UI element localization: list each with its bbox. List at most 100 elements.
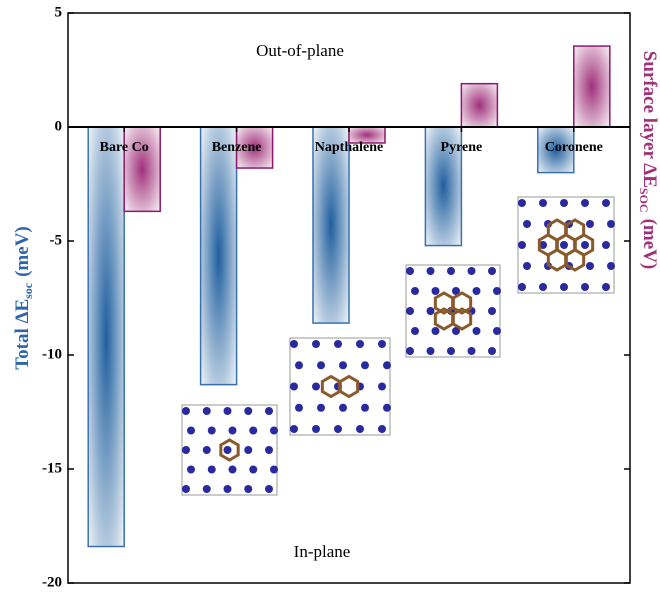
y-tick-label: -20: [42, 574, 62, 590]
atom: [224, 407, 232, 415]
structure-inset: [406, 265, 501, 357]
chart: Total ΔEsoc(meV) Surface layer ΔESOC(meV…: [0, 0, 660, 591]
atom: [406, 347, 414, 355]
atom: [244, 446, 252, 454]
atom: [586, 220, 594, 228]
atom: [488, 307, 496, 315]
atom: [411, 327, 419, 335]
atom: [607, 220, 615, 228]
atom: [488, 347, 496, 355]
category-label: Benzene: [212, 140, 262, 155]
atom: [182, 407, 190, 415]
atom: [473, 327, 481, 335]
atom: [312, 383, 320, 391]
atom: [523, 262, 531, 270]
atom: [187, 466, 195, 474]
atom: [339, 404, 347, 412]
atom: [411, 287, 419, 295]
category-label: Bare Co: [100, 140, 149, 155]
y-axis-label: Total ΔEsoc(meV): [12, 226, 34, 370]
atom: [560, 241, 568, 249]
atom: [560, 283, 568, 291]
y-tick-label: -5: [50, 232, 63, 248]
atom: [383, 361, 391, 369]
atom: [607, 262, 615, 270]
y2-label-main: Surface layer ΔE: [639, 51, 660, 188]
atom: [378, 425, 386, 433]
atom: [265, 407, 273, 415]
atom: [224, 446, 232, 454]
atom: [581, 283, 589, 291]
atom: [244, 485, 252, 493]
atom: [539, 283, 547, 291]
atom: [488, 267, 496, 275]
carbon-ring: [548, 220, 565, 240]
atom: [523, 220, 531, 228]
atom: [378, 340, 386, 348]
atom: [334, 340, 342, 348]
atom: [493, 327, 501, 335]
atom: [581, 241, 589, 249]
atom: [356, 340, 364, 348]
y-tick-label: -15: [42, 460, 62, 476]
atom: [361, 404, 369, 412]
carbon-ring: [548, 250, 565, 270]
atom: [339, 361, 347, 369]
atom: [473, 287, 481, 295]
carbon-ring: [340, 377, 357, 397]
atom: [244, 407, 252, 415]
atom: [361, 361, 369, 369]
atom: [312, 425, 320, 433]
atom: [493, 287, 501, 295]
atom: [447, 347, 455, 355]
annotation: Out-of-plane: [256, 41, 344, 60]
bar: [88, 127, 124, 547]
atom: [406, 307, 414, 315]
category-label: Napthalene: [315, 140, 383, 155]
atom: [334, 425, 342, 433]
y2-axis-label: Surface layer ΔESOC(meV): [637, 51, 659, 269]
bar: [574, 46, 610, 127]
y-tick-label: -10: [42, 346, 62, 362]
atom: [468, 347, 476, 355]
y-label-sub: soc: [21, 282, 35, 299]
atom: [208, 466, 216, 474]
atom: [317, 404, 325, 412]
atom: [427, 267, 435, 275]
bar: [201, 127, 237, 385]
atom: [356, 425, 364, 433]
atom: [312, 340, 320, 348]
atom: [203, 407, 211, 415]
carbon-ring: [566, 220, 583, 240]
atom: [518, 199, 526, 207]
y-tick-label: 5: [55, 4, 63, 20]
y-tick-label: 0: [55, 118, 63, 134]
atom: [208, 427, 216, 435]
structure-inset: [182, 405, 278, 495]
atom: [224, 485, 232, 493]
atom: [427, 347, 435, 355]
y-label-unit: (meV): [12, 226, 33, 277]
atom: [203, 446, 211, 454]
atom: [203, 485, 211, 493]
y2-label-unit: (meV): [639, 219, 660, 270]
carbon-ring: [566, 250, 583, 270]
atom: [378, 383, 386, 391]
atom: [187, 427, 195, 435]
atom: [182, 446, 190, 454]
annotation: In-plane: [294, 542, 351, 561]
atom: [265, 485, 273, 493]
atom: [229, 466, 237, 474]
atom: [317, 361, 325, 369]
atom: [290, 425, 298, 433]
atom: [602, 241, 610, 249]
atom: [427, 307, 435, 315]
atom: [270, 427, 278, 435]
atom: [406, 267, 414, 275]
atom: [229, 427, 237, 435]
atom: [249, 466, 257, 474]
atom: [518, 241, 526, 249]
structure-inset: [518, 197, 615, 293]
structure-inset: [290, 338, 391, 435]
category-label: Pyrene: [441, 140, 483, 155]
